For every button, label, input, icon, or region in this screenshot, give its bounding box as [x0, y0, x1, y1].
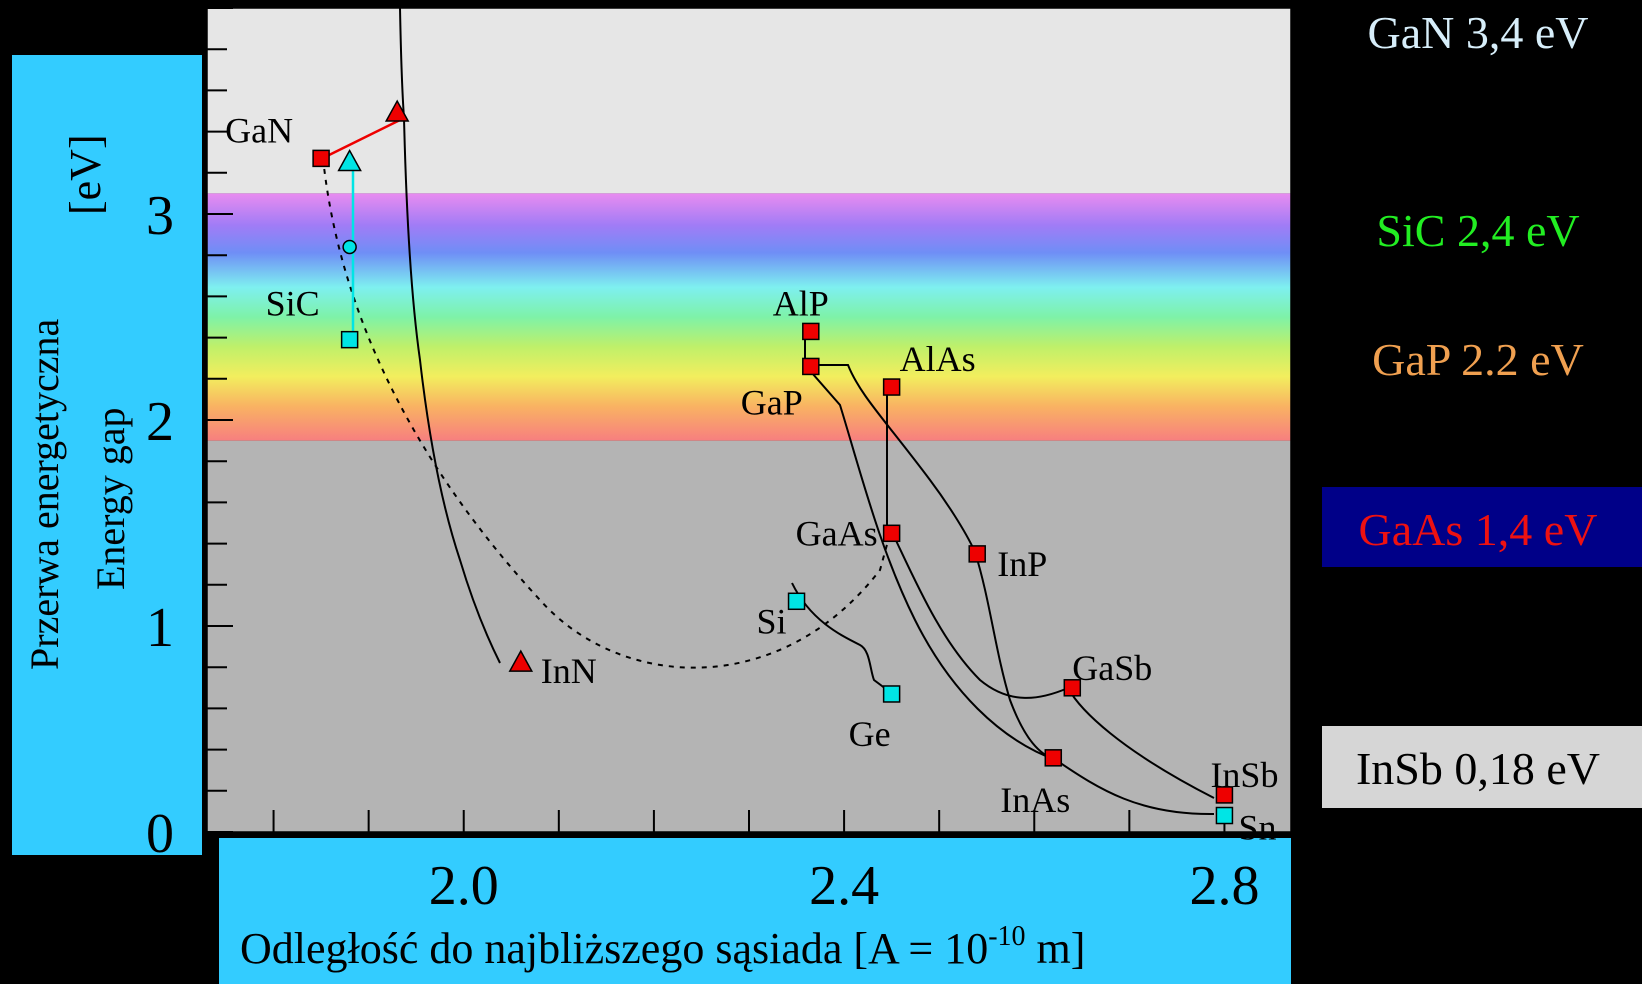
data-point-square — [882, 524, 901, 543]
legend-item: GaAs 1,4 eV — [1322, 487, 1642, 567]
y-tick-labels: 0 1 2 3 — [146, 185, 174, 865]
point-label: AlAs — [900, 339, 976, 379]
x-axis-label: Odległość do najbliższego sąsiada [A = 1… — [240, 921, 1085, 973]
plot-background-upper — [207, 8, 1291, 194]
curve-gasb-insb — [1067, 687, 1215, 799]
legend-item-background — [1322, 726, 1642, 808]
data-point-square — [1044, 749, 1063, 767]
x-axis-panel — [219, 838, 1291, 984]
y-axis-label-english: Energy gap — [88, 407, 133, 590]
legend-item: GaN 3,4 eV — [1368, 7, 1589, 58]
y-tick-label: 1 — [146, 597, 174, 659]
curve-inp-inas — [974, 551, 1057, 761]
point-label: InAs — [1000, 780, 1070, 820]
y-axis-label-polish: Przerwa energetyczna — [22, 318, 67, 670]
y-axis-unit: [eV] — [61, 134, 110, 215]
gan-aln-connector — [322, 116, 405, 160]
point-label: GaSb — [1072, 648, 1152, 688]
data-point-triangle — [337, 148, 362, 172]
point-label: GaAs — [796, 513, 878, 553]
curve-gaas-gasb — [890, 529, 1069, 699]
curve-gap-inas — [804, 364, 1057, 761]
point-label: InSb — [1210, 755, 1278, 795]
data-point-square — [802, 322, 820, 341]
curve-aln-inn — [399, 7, 501, 664]
x-axis-label-exponent: -10 — [988, 921, 1025, 952]
point-label: GaN — [225, 110, 293, 150]
point-label: Sn — [1238, 808, 1276, 848]
x-tick-labels: 2.0 2.4 2.8 — [429, 855, 1260, 917]
legend-item: SiC 2,4 eV — [1376, 205, 1579, 256]
data-point-square — [882, 685, 901, 703]
data-point-square — [340, 330, 359, 349]
data-point-square — [1063, 679, 1082, 697]
data-point-triangle — [508, 649, 534, 672]
legend-item-label: InSb 0,18 eV — [1356, 743, 1600, 794]
x-axis-label-main: Odległość do najbliższego sąsiada [A = 1… — [240, 924, 988, 973]
trend-curves — [322, 7, 1215, 816]
legend-item-label: GaP 2.2 eV — [1372, 334, 1584, 385]
point-label: InP — [997, 544, 1047, 584]
axis-ticks — [207, 7, 1226, 833]
data-point-square — [882, 378, 901, 396]
x-axis-label-unit: m] — [1026, 924, 1086, 973]
y-tick-label: 3 — [146, 185, 174, 247]
x-tick-label: 2.0 — [429, 855, 499, 917]
point-label: GaP — [741, 382, 803, 422]
legend-item-background — [1322, 487, 1642, 567]
point-label: AlP — [773, 283, 829, 323]
data-point-square — [802, 357, 820, 376]
y-tick-label: 0 — [146, 803, 174, 865]
point-label: SiC — [266, 284, 320, 324]
curve-gap-gasb — [805, 364, 976, 553]
legend-item: GaP 2.2 eV — [1372, 334, 1584, 385]
data-point-triangle — [384, 99, 410, 122]
plot-background-lower — [207, 440, 1291, 832]
point-label: InN — [541, 651, 597, 691]
y-tick-label: 2 — [146, 391, 174, 453]
legend-item-label: GaN 3,4 eV — [1368, 7, 1589, 58]
data-point-square — [787, 592, 806, 611]
point-labels: GaN AlP GaP AlAs GaAs InP GaSb InAs InSb SiC Si Ge S… — [225, 110, 1278, 847]
data-point-square — [968, 545, 986, 563]
x-tick-label: 2.8 — [1189, 855, 1259, 917]
x-tick-label: 2.4 — [809, 855, 879, 917]
point-label: Ge — [849, 714, 891, 754]
legend-item-label: GaAs 1,4 eV — [1359, 504, 1598, 555]
legend-item-label: SiC 2,4 eV — [1376, 205, 1579, 256]
data-point-square — [312, 149, 330, 168]
curve-si-ge — [791, 582, 891, 693]
data-markers — [312, 99, 1234, 825]
visible-light-band — [207, 193, 1291, 441]
legend: GaN 3,4 eV SiC 2,4 eV GaP 2.2 eV GaAs 1,4 e… — [1322, 7, 1642, 808]
data-point-circle — [342, 239, 357, 255]
legend-item: InSb 0,18 eV — [1322, 726, 1642, 808]
curve-gan-ge-dotted — [322, 157, 892, 669]
curve-inas-sn — [1055, 759, 1215, 816]
point-label: Si — [757, 601, 787, 641]
y-axis-panel — [12, 55, 202, 855]
data-point-square — [1215, 806, 1234, 825]
data-point-square — [1215, 786, 1234, 804]
